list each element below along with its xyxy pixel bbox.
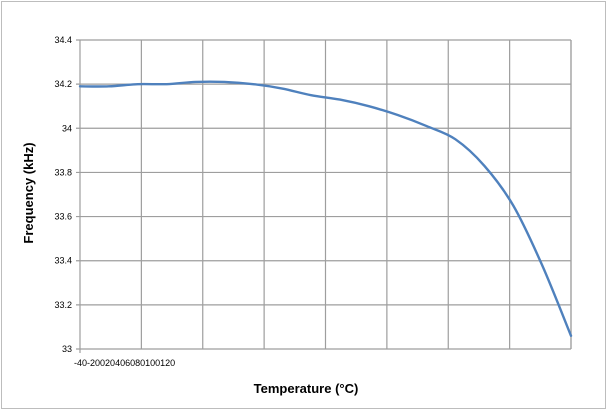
y-axis-tick-labels: 33 33.2 33.4 33.6 33.8 34 34.2 34.4 xyxy=(54,35,72,354)
series-line-0 xyxy=(78,80,573,337)
x-tick-label: 100 xyxy=(145,358,160,368)
y-tick-label: 33.6 xyxy=(54,212,72,222)
x-tick-label: -20 xyxy=(87,358,100,368)
y-tick-label: 33.4 xyxy=(54,256,72,266)
x-axis-tick-labels: -40 -20 0 20 40 60 80 100 120 xyxy=(74,358,175,368)
y-tick-label: 34.2 xyxy=(54,79,72,89)
x-tick-label: 80 xyxy=(135,358,145,368)
y-tick-label: 33 xyxy=(62,344,72,354)
x-tick-label: 120 xyxy=(160,358,175,368)
x-axis-title: Temperature (°C) xyxy=(254,381,359,396)
y-tick-label: 34 xyxy=(62,123,72,133)
x-tick-label: 60 xyxy=(125,358,135,368)
y-axis-title: Frequency (kHz) xyxy=(21,142,36,243)
y-tick-label: 33.2 xyxy=(54,300,72,310)
x-tick-label: 20 xyxy=(105,358,115,368)
y-tick-label: 34.4 xyxy=(54,35,72,45)
x-tick-label: -40 xyxy=(74,358,87,368)
grid xyxy=(76,39,572,353)
series-layer xyxy=(78,80,573,337)
x-tick-label: 40 xyxy=(115,358,125,368)
y-tick-label: 33.8 xyxy=(54,167,72,177)
x-tick-label: 0 xyxy=(100,358,105,368)
